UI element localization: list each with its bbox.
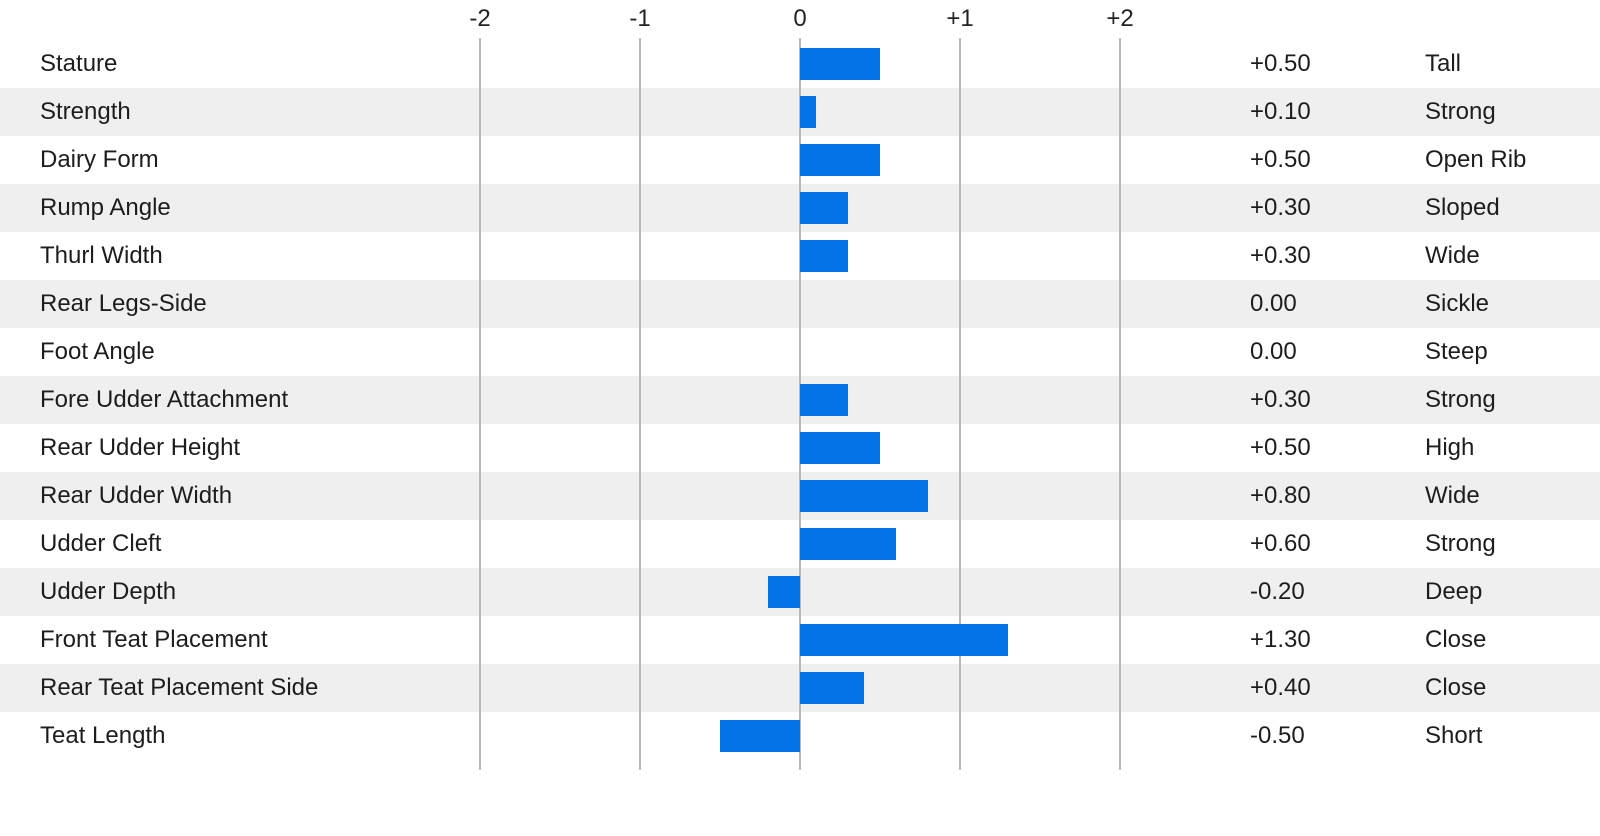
gridline (959, 38, 961, 770)
trait-label: Front Teat Placement (40, 626, 268, 653)
trait-value: +0.40 (1250, 674, 1311, 701)
trait-descriptor: Close (1425, 674, 1487, 701)
trait-label: Rump Angle (40, 194, 171, 221)
trait-label: Thurl Width (40, 242, 163, 269)
trait-bar (800, 96, 816, 128)
trait-value: -0.50 (1250, 722, 1305, 749)
trait-bar (720, 720, 800, 752)
axis-tick-label: -2 (469, 5, 491, 32)
trait-label: Teat Length (40, 722, 166, 749)
trait-value: +1.30 (1250, 626, 1311, 653)
trait-value: +0.50 (1250, 50, 1311, 77)
trait-descriptor: Strong (1425, 530, 1496, 557)
gridline (639, 38, 641, 770)
gridline (479, 38, 481, 770)
trait-descriptor: Sickle (1425, 290, 1490, 317)
trait-value: +0.30 (1250, 386, 1311, 413)
trait-value: 0.00 (1250, 290, 1297, 317)
trait-descriptor: Deep (1425, 578, 1483, 605)
trait-value: +0.30 (1250, 242, 1311, 269)
trait-label: Udder Depth (40, 578, 177, 605)
trait-descriptor: Tall (1425, 50, 1462, 77)
trait-value: -0.20 (1250, 578, 1305, 605)
x-axis: -2 -1 0 +1 +2 (0, 2, 1600, 36)
trait-label: Rear Legs-Side (40, 290, 207, 317)
trait-bar (768, 576, 800, 608)
trait-bar (800, 432, 880, 464)
trait-label: Dairy Form (40, 146, 159, 173)
trait-label: Rear Udder Width (40, 482, 233, 509)
trait-bar (800, 384, 848, 416)
trait-descriptor: Sloped (1425, 194, 1500, 221)
trait-value: +0.50 (1250, 146, 1311, 173)
trait-bar (800, 144, 880, 176)
trait-value: +0.60 (1250, 530, 1311, 557)
trait-label: Fore Udder Attachment (40, 386, 289, 413)
trait-value: +0.10 (1250, 98, 1311, 125)
trait-descriptor: Strong (1425, 98, 1496, 125)
trait-label: Rear Teat Placement Side (40, 674, 319, 701)
trait-bar (800, 192, 848, 224)
trait-descriptor: High (1425, 434, 1475, 461)
trait-descriptor: Strong (1425, 386, 1496, 413)
trait-label: Rear Udder Height (40, 434, 241, 461)
trait-label: Strength (40, 98, 131, 125)
trait-bar (800, 528, 896, 560)
axis-tick-label: +1 (946, 5, 974, 32)
gridline (1119, 38, 1121, 770)
axis-tick-label: -1 (629, 5, 651, 32)
trait-value: 0.00 (1250, 338, 1297, 365)
trait-descriptor: Open Rib (1425, 146, 1527, 173)
axis-tick-label: 0 (793, 5, 807, 32)
trait-descriptor: Close (1425, 626, 1487, 653)
trait-bar (800, 624, 1008, 656)
trait-descriptor: Wide (1425, 482, 1480, 509)
axis-tick-label: +2 (1106, 5, 1134, 32)
trait-descriptor: Steep (1425, 338, 1488, 365)
trait-value: +0.50 (1250, 434, 1311, 461)
trait-bar (800, 48, 880, 80)
trait-bar (800, 672, 864, 704)
trait-label: Foot Angle (40, 338, 155, 365)
trait-descriptor: Short (1425, 722, 1483, 749)
trait-label: Udder Cleft (40, 530, 162, 557)
trait-value: +0.30 (1250, 194, 1311, 221)
trait-label: Stature (40, 50, 118, 77)
trait-descriptor: Wide (1425, 242, 1480, 269)
trait-bar (800, 240, 848, 272)
trait-bar (800, 480, 928, 512)
trait-value: +0.80 (1250, 482, 1311, 509)
